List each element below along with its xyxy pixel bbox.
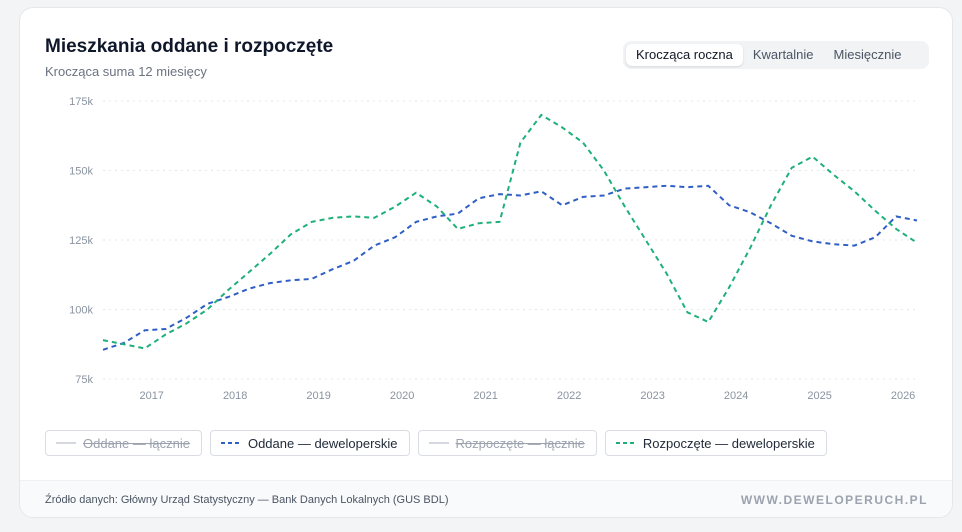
data-source: Źródło danych: Główny Urząd Statystyczny… — [45, 494, 449, 506]
footer: Źródło danych: Główny Urząd Statystyczny… — [20, 480, 952, 517]
x-tick-label: 2026 — [891, 390, 915, 402]
y-tick-label: 175k — [69, 96, 93, 108]
x-tick-label: 2017 — [139, 390, 163, 402]
legend-rozpoczete-deweloperskie[interactable]: Rozpoczęte — deweloperskie — [604, 430, 827, 456]
line-chart: 75k 100k 125k 150k 175k 2017 2018 2019 2020 2021 2… — [69, 96, 918, 402]
x-tick-label: 2025 — [807, 390, 831, 402]
y-tick-label: 150k — [69, 166, 93, 178]
legend-line-icon — [56, 442, 76, 444]
x-tick-label: 2024 — [724, 390, 748, 402]
x-tick-label: 2021 — [473, 390, 497, 402]
legend-label: Rozpoczęte — łącznie — [455, 435, 585, 451]
legend-label: Rozpoczęte — deweloperskie — [642, 435, 815, 451]
legend-rozpoczete-lacznie[interactable]: Rozpoczęte — łącznie — [417, 430, 597, 456]
y-tick-label: 100k — [69, 305, 93, 317]
chart-card: Mieszkania oddane i rozpoczęte Krocząca … — [19, 7, 953, 518]
series-line-rozpoczete — [102, 113, 918, 350]
legend-label: Oddane — łącznie — [83, 435, 190, 451]
brand-link[interactable]: WWW.DEWELOPERUCH.PL — [740, 493, 928, 507]
toggle-monthly[interactable]: Miesięcznie — [833, 47, 902, 62]
x-tick-label: 2022 — [557, 390, 581, 402]
legend-oddane-lacznie[interactable]: Oddane — łącznie — [45, 430, 202, 456]
legend-oddane-deweloperskie[interactable]: Oddane — deweloperskie — [209, 430, 410, 456]
toggle-rolling-annual[interactable]: Krocząca roczna — [626, 44, 743, 66]
y-tick-label: 75k — [75, 374, 93, 386]
x-tick-label: 2018 — [223, 390, 247, 402]
y-tick-label: 125k — [69, 235, 93, 247]
toggle-quarterly[interactable]: Kwartalnie — [752, 47, 814, 62]
series-line-oddane — [102, 184, 918, 351]
legend-line-icon — [428, 442, 449, 444]
chart-subtitle: Krocząca suma 12 miesięcy — [45, 64, 207, 79]
period-toggle: Krocząca roczna Kwartalnie Miesięcznie — [623, 41, 929, 69]
chart-title: Mieszkania oddane i rozpoczęte — [45, 36, 334, 57]
x-tick-label: 2023 — [640, 390, 664, 402]
x-tick-label: 2019 — [306, 390, 330, 402]
legend-label: Oddane — deweloperskie — [247, 435, 398, 451]
x-tick-label: 2020 — [390, 390, 414, 402]
legend-dashed-line-icon — [615, 442, 636, 444]
legend: Oddane — łącznie Oddane — deweloperskie … — [45, 430, 827, 456]
legend-dashed-line-icon — [220, 442, 241, 444]
